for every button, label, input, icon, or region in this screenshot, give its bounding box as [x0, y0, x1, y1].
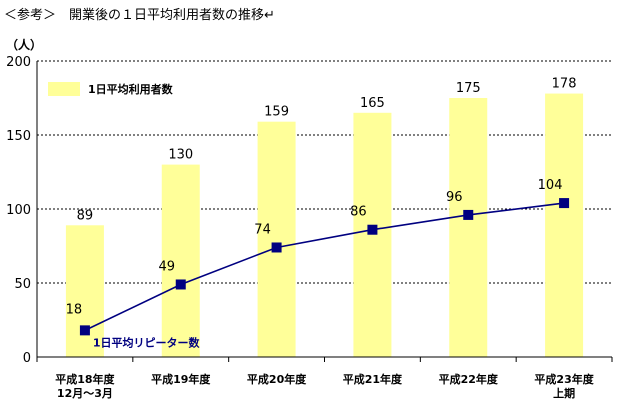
legend-label: 1日平均利用者数 [88, 82, 174, 96]
line-value-label-0: 18 [66, 302, 83, 317]
x-category-label-5: 平成23年度 [534, 372, 594, 386]
bar-5 [545, 93, 584, 357]
data-labels: 89 130 159 165 175 178 18 49 74 86 96 104 1日平均リピーター数 [66, 77, 577, 350]
bar-value-label-0: 89 [77, 208, 94, 223]
bar-value-label-2: 159 [264, 105, 289, 120]
bar-value-label-4: 175 [456, 81, 481, 96]
line-series-label: 1日平均リピーター数 [93, 335, 201, 349]
line-value-label-5: 104 [538, 178, 563, 193]
bar-4 [449, 98, 488, 357]
line-value-label-3: 86 [350, 205, 367, 220]
bar-3 [353, 112, 392, 357]
y-tick-label-50: 50 [14, 277, 31, 292]
y-tick-label-100: 100 [6, 203, 31, 218]
line-value-label-2: 74 [254, 222, 271, 237]
legend: 1日平均利用者数 [48, 82, 174, 96]
x-category-label-2: 平成20年度 [247, 372, 307, 386]
line-point-0 [79, 325, 90, 336]
x-category-label-3: 平成21年度 [343, 372, 403, 386]
line-value-label-1: 49 [158, 259, 175, 274]
legend-swatch [48, 82, 80, 96]
line-point-1 [175, 279, 186, 290]
bar-value-label-5: 178 [552, 77, 577, 92]
line-point-4 [463, 209, 474, 220]
y-axis-unit: （人） [6, 37, 42, 52]
bar-value-label-1: 130 [168, 148, 193, 163]
y-tick-label-0: 0 [23, 351, 31, 366]
bar-1 [161, 164, 200, 357]
line-point-2 [271, 242, 282, 253]
line-value-label-4: 96 [446, 190, 463, 205]
page-title: ＜参考＞ 開業後の１日平均利用者数の推移↵ [4, 8, 275, 23]
x-category-label-5-line2: 上期 [553, 386, 575, 400]
bar-value-label-3: 165 [360, 96, 385, 111]
x-category-label-4: 平成22年度 [439, 372, 499, 386]
line-series [79, 198, 570, 336]
bar-2 [257, 121, 296, 358]
x-category-label-0: 平成18年度 [55, 372, 115, 386]
line-point-3 [367, 224, 378, 235]
bar-series [65, 93, 584, 358]
y-tick-label-200: 200 [6, 55, 31, 70]
line-point-5 [559, 198, 570, 209]
x-category-label-0-line2: 12月～3月 [57, 387, 113, 400]
y-tick-label-150: 150 [6, 129, 31, 144]
repeater-line [84, 202, 565, 332]
x-category-label-1: 平成19年度 [151, 372, 211, 386]
